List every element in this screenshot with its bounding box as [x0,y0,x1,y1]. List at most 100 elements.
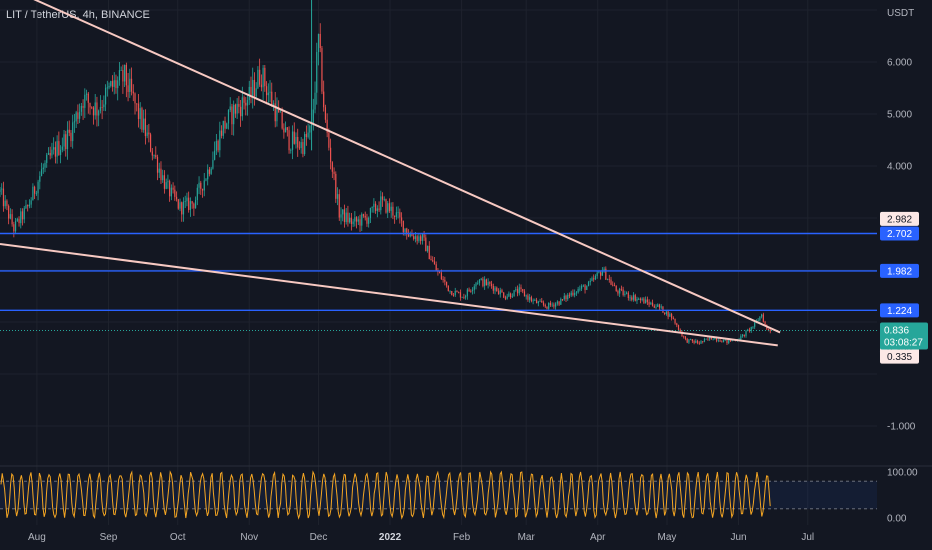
candle-body [169,181,171,197]
candle-body [489,282,491,284]
candle-body [494,287,496,291]
candle-body [163,175,166,189]
candle-body [260,84,262,88]
candle-body [30,200,32,205]
candle-body [110,81,112,86]
candle-body [406,228,408,235]
candle-body [662,306,664,313]
candle-body [710,337,713,340]
price-tag-label: 0.335 [887,352,912,363]
candle-body [85,93,88,95]
candle-body [51,149,53,156]
candle-body [376,208,378,211]
candle-body [696,340,699,343]
candle-body [333,171,335,174]
candle-body [724,339,726,341]
candle-body [496,287,498,292]
candle-body [620,288,623,290]
candle-body [407,234,410,237]
candle-body [534,299,536,301]
time-axis: Aug Sep Oct Nov Dec 2022 Feb Mar Apr May Jun Jul [28,532,814,543]
candle-body [201,188,204,191]
candle-body [336,194,339,199]
candle-body [695,340,697,343]
candle-body [59,149,62,155]
candle-body [596,272,598,277]
candle-body [454,291,456,296]
candle-body [522,289,524,292]
candle-body [541,300,543,303]
candle-body [670,313,673,319]
x-tick-label: Nov [240,532,258,543]
candle-body [364,215,366,218]
candle-body [368,217,370,224]
candle-body [191,201,193,204]
candle-body [179,202,181,209]
price-tag-label: 1.224 [887,306,912,317]
candle-body [632,295,635,300]
candle-body [155,155,157,158]
candle-body [92,107,95,116]
candle-body [646,299,648,303]
candle-body [677,325,680,330]
candle-body [428,245,430,260]
candle-body [447,285,449,292]
candle-body [115,80,117,89]
candle-body [196,187,198,201]
candle-body [625,292,628,294]
candle-body [124,64,126,82]
x-tick-label: Oct [170,532,186,543]
candle-body [444,279,446,282]
candle-body [397,212,399,213]
candle-body [729,339,732,342]
candle-body [549,302,552,305]
y-axis-unit: USDT [887,8,914,19]
candle-body [11,214,13,225]
price-tag [880,263,919,278]
candle-body [134,93,136,104]
price-tag-label: 2.702 [887,229,912,240]
candle-body [390,206,392,211]
candle-body [665,311,668,314]
candle-body [523,291,526,297]
candle-body [120,70,122,71]
candle-body [731,339,733,342]
candle-body [91,107,93,109]
candle-body [537,301,539,304]
candle-body [143,118,145,130]
candle-body [153,155,155,156]
candle-body [421,234,423,241]
candle-body [207,169,209,180]
candle-body [4,200,6,207]
candle-body [759,316,761,321]
candle-body [257,69,259,89]
candle-body [288,130,290,151]
candle-body [551,304,553,306]
candle-body [2,188,5,207]
candle-body [745,330,747,336]
candle-body [212,159,214,169]
candle-body [490,283,493,286]
price-tags: 2.9822.7021.9821.2240.4320.3350.83603:08… [880,211,928,364]
candle-body [137,103,140,119]
candle-body [16,218,18,221]
candle-body [317,33,320,53]
candle-body [343,209,346,223]
candle-body [657,304,659,307]
candle-body [293,131,295,144]
candle-body [248,86,250,101]
candle-body [761,314,763,317]
candle-body [691,339,693,342]
candle-body [449,291,451,292]
candle-body [70,132,72,142]
candle-body [705,338,707,340]
candle-body [96,102,98,116]
candle-body [274,103,276,122]
price-tag [880,303,919,318]
candle-body [555,303,557,307]
candle-body [686,338,688,343]
candle-body [239,106,242,117]
candle-body [471,289,474,291]
candle-body [357,219,359,222]
